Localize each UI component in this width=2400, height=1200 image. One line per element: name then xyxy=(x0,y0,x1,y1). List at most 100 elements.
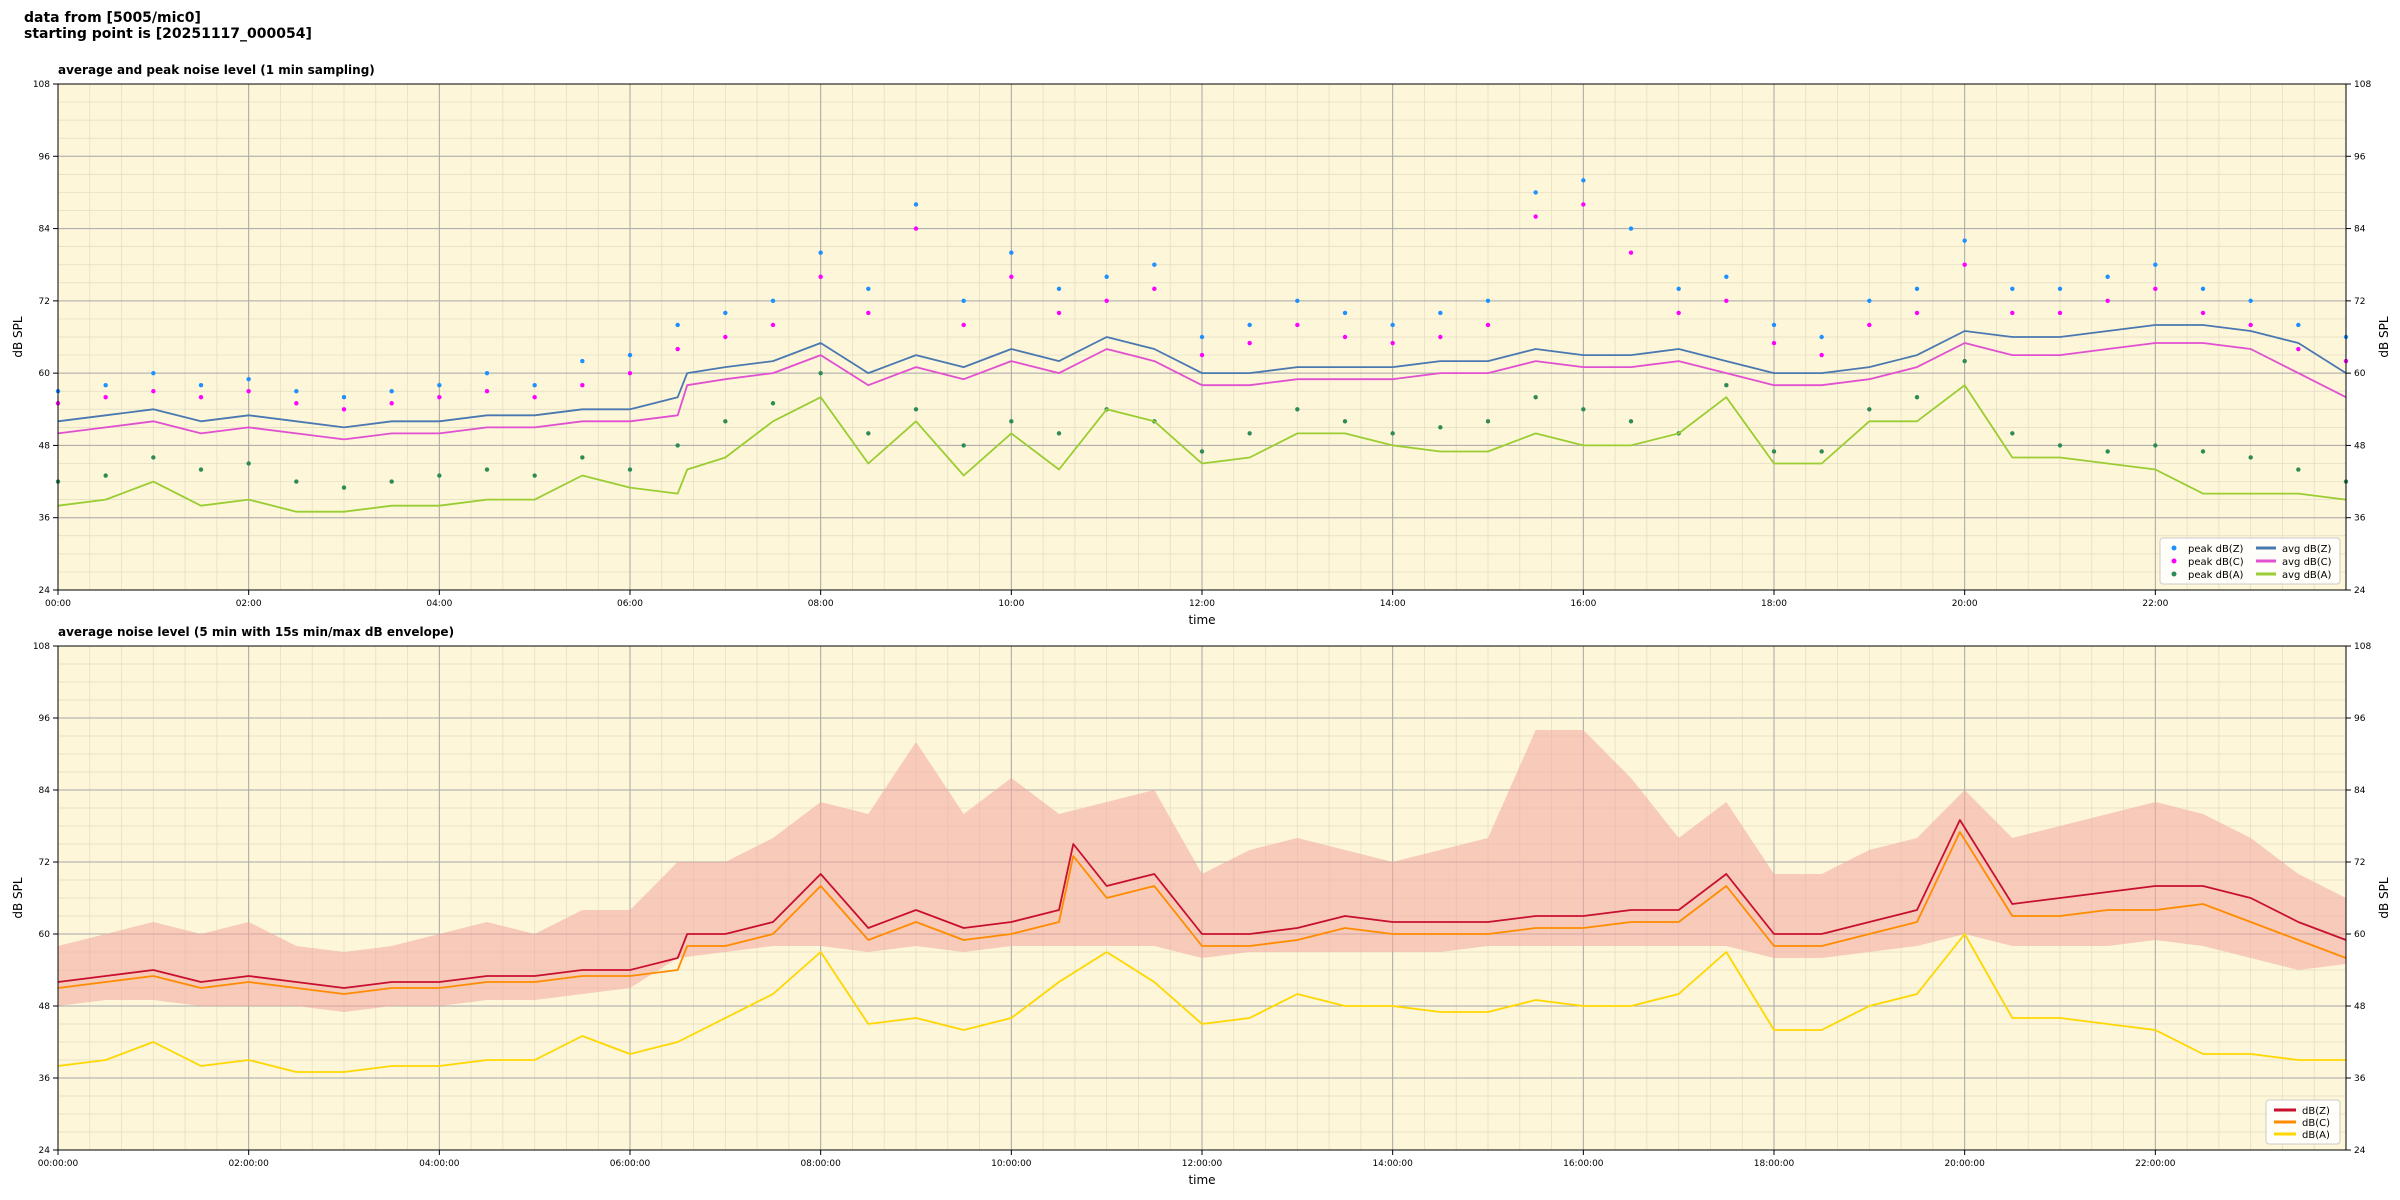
data-point xyxy=(675,346,680,352)
y-tick-label-right: 48 xyxy=(2354,1002,2366,1012)
series-peak-db-c xyxy=(55,202,2349,412)
data-point xyxy=(1342,310,1348,316)
data-point xyxy=(1676,286,1681,292)
x-tick-label: 22:00 xyxy=(2142,599,2168,609)
x-tick-label: 12:00:00 xyxy=(1182,1159,1223,1169)
data-point xyxy=(2153,262,2158,267)
data-point xyxy=(2105,274,2110,279)
data-point xyxy=(1152,286,1157,292)
data-point xyxy=(1295,322,1300,328)
x-tick-label: 06:00:00 xyxy=(610,1159,651,1169)
y-tick-label: 36 xyxy=(39,514,51,524)
data-point xyxy=(866,286,871,292)
x-axis-label: time xyxy=(1188,1173,1215,1187)
y-tick-label: 84 xyxy=(39,225,51,235)
data-point xyxy=(723,419,728,424)
data-point xyxy=(866,310,871,316)
y-tick-label-right: 72 xyxy=(2354,858,2365,868)
series-db-a xyxy=(57,933,2346,1073)
data-point xyxy=(723,334,728,340)
data-point xyxy=(770,322,776,328)
data-point xyxy=(1295,407,1300,412)
data-point xyxy=(1724,274,1729,279)
y-tick-label-right: 108 xyxy=(2354,80,2371,90)
data-point xyxy=(1962,358,1967,364)
data-point xyxy=(151,455,156,460)
data-point xyxy=(723,310,728,316)
chart-title: average and peak noise level (1 min samp… xyxy=(58,63,375,77)
y-tick-label-right: 108 xyxy=(2354,642,2371,652)
data-point xyxy=(246,389,251,394)
data-point xyxy=(1056,286,1062,292)
x-tick-label: 22:00:00 xyxy=(2135,1159,2176,1169)
data-point xyxy=(818,370,823,376)
data-point xyxy=(770,298,776,304)
legend-marker xyxy=(2171,571,2177,577)
data-point xyxy=(1533,395,1538,400)
x-tick-label: 14:00:00 xyxy=(1372,1159,1413,1169)
data-point xyxy=(1199,352,1205,358)
data-point xyxy=(1819,352,1824,358)
x-tick-label: 20:00:00 xyxy=(1944,1159,1985,1169)
data-point xyxy=(1438,425,1443,430)
data-point xyxy=(2105,449,2110,454)
x-tick-label: 14:00 xyxy=(1380,599,1406,609)
x-tick-label: 06:00 xyxy=(617,599,643,609)
data-point xyxy=(532,473,537,478)
legend-label: avg dB(C) xyxy=(2282,557,2332,568)
data-point xyxy=(675,443,680,448)
y-tick-label: 60 xyxy=(39,930,51,940)
data-point xyxy=(1009,250,1014,255)
data-point xyxy=(961,443,966,448)
data-point xyxy=(2296,346,2301,352)
y-tick-label: 72 xyxy=(39,858,50,868)
data-point xyxy=(2200,286,2206,292)
y-tick-label: 108 xyxy=(33,80,50,90)
x-tick-label: 16:00:00 xyxy=(1563,1159,1604,1169)
data-point xyxy=(1628,250,1634,255)
data-point xyxy=(2296,467,2301,472)
data-point xyxy=(2105,298,2110,304)
legend: dB(Z)dB(C)dB(A) xyxy=(2265,1099,2341,1145)
data-point xyxy=(389,389,394,394)
data-point xyxy=(1581,407,1586,412)
x-tick-label: 00:00 xyxy=(45,599,71,609)
data-point xyxy=(627,370,633,376)
data-point xyxy=(2057,443,2063,448)
series-avg-db-a xyxy=(57,384,2347,513)
data-point xyxy=(1628,419,1634,424)
data-point xyxy=(294,401,299,406)
minmax-envelope xyxy=(58,730,2346,1012)
chart-title: average noise level (5 min with 15s min/… xyxy=(58,625,454,639)
y-tick-label: 60 xyxy=(39,369,51,379)
data-point xyxy=(1771,340,1777,346)
data-point xyxy=(2248,455,2253,460)
data-point xyxy=(1771,322,1777,328)
data-point xyxy=(913,407,919,412)
y-axis-label-right: dB SPL xyxy=(2377,316,2391,358)
legend: peak dB(Z) peak dB(C) peak dB(A) avg dB(Z) a… xyxy=(2159,537,2341,585)
legend-marker xyxy=(2171,558,2177,564)
y-tick-label-right: 84 xyxy=(2354,786,2366,796)
data-point xyxy=(532,382,537,388)
x-tick-label: 18:00:00 xyxy=(1754,1159,1795,1169)
data-point xyxy=(627,467,633,472)
data-point xyxy=(437,395,442,400)
legend-box xyxy=(2159,537,2341,585)
data-point xyxy=(1867,298,1872,304)
y-tick-label: 36 xyxy=(39,1074,51,1084)
y-tick-label-right: 24 xyxy=(2354,1146,2366,1156)
y-tick-label: 96 xyxy=(39,714,51,724)
legend-label: avg dB(Z) xyxy=(2282,544,2332,555)
data-point xyxy=(198,395,204,400)
series-avg-db-c xyxy=(57,342,2347,441)
data-point xyxy=(2248,322,2253,328)
series-db-c xyxy=(57,831,2347,995)
data-point xyxy=(389,479,394,484)
data-point xyxy=(246,376,251,382)
data-point xyxy=(1724,382,1729,388)
chart-header: data from [5005/mic0] starting point is … xyxy=(24,10,312,42)
data-point xyxy=(2248,298,2253,304)
data-point xyxy=(484,389,490,394)
